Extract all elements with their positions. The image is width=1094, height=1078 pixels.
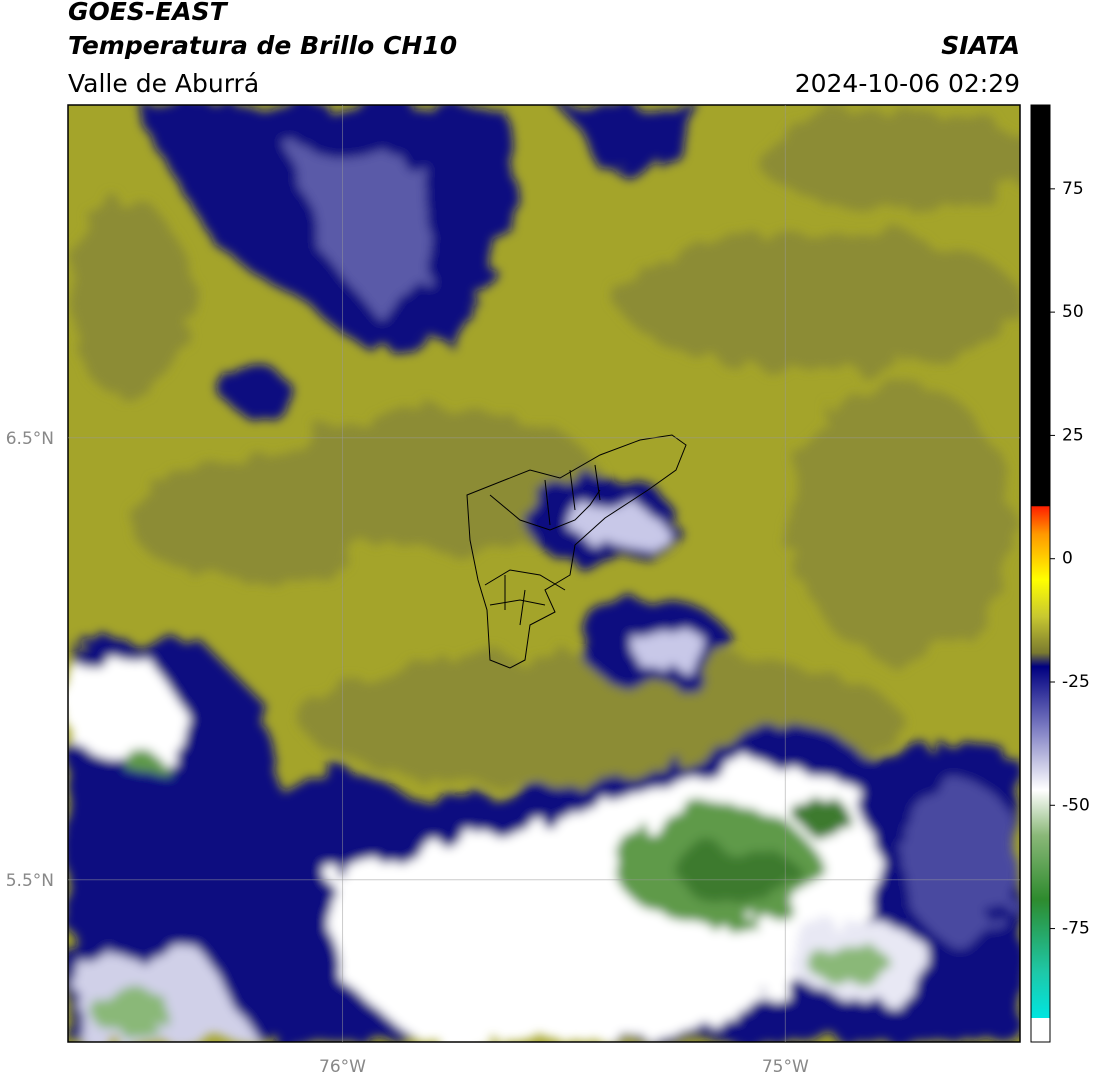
x-tick-label: 76°W	[319, 1057, 366, 1077]
municipality-boundaries	[466, 434, 687, 669]
subtitle: Temperatura de Brillo CH10	[68, 31, 457, 60]
colorbar-tick-label: -25	[1062, 672, 1090, 692]
colorbar-tick-label: 75	[1062, 179, 1084, 199]
y-tick-label: 6.5°N	[6, 429, 54, 449]
colorbar	[1031, 105, 1050, 1018]
colorbar-tick-label: -50	[1062, 795, 1090, 815]
x-tick-label: 75°W	[762, 1057, 809, 1077]
satellite-image	[68, 105, 1020, 1042]
colorbar-frame	[1030, 104, 1051, 1043]
title: GOES-EAST	[68, 0, 229, 26]
colorbar-under	[1031, 1018, 1050, 1042]
map-frame	[67, 104, 1021, 1043]
colorbar-tick-label: -75	[1062, 919, 1090, 939]
colorbar-tick-label: 25	[1062, 425, 1084, 445]
colorbar-tick-label: 0	[1062, 549, 1073, 569]
y-tick-label: 5.5°N	[6, 871, 54, 891]
source: SIATA	[941, 31, 1020, 60]
colorbar-tick-label: 50	[1062, 302, 1084, 322]
datetime: 2024-10-06 02:29	[795, 69, 1020, 98]
region: Valle de Aburrá	[68, 69, 259, 98]
